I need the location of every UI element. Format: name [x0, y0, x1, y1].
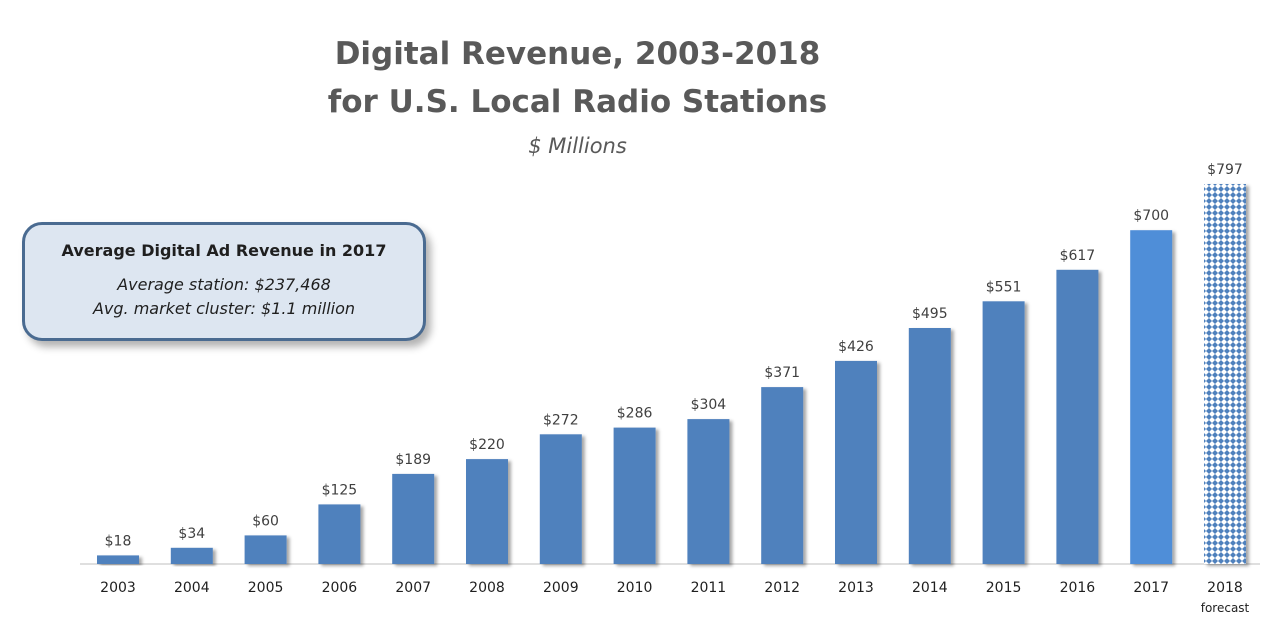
bar-2006	[318, 504, 361, 564]
callout-box: Average Digital Ad Revenue in 2017 Avera…	[22, 222, 426, 341]
value-label-2008: $220	[469, 437, 505, 453]
callout-average-station: Average station: $237,468	[117, 275, 331, 294]
value-label-2018: $797	[1207, 162, 1243, 178]
value-label-2017: $700	[1133, 208, 1169, 224]
category-sublabel-2018: forecast	[1201, 601, 1250, 615]
bar-2014	[908, 328, 951, 564]
bar-2005	[244, 535, 287, 564]
value-label-2006: $125	[322, 482, 358, 498]
category-label-2016: 2016	[1060, 580, 1096, 596]
bar-2011	[687, 419, 730, 564]
category-label-2018: 2018	[1207, 580, 1243, 596]
chart-title-line2: for U.S. Local Radio Stations	[327, 84, 828, 120]
bar-2010	[613, 427, 656, 564]
bar-2015	[982, 301, 1025, 564]
value-label-2016: $617	[1060, 248, 1096, 264]
value-label-2009: $272	[543, 412, 579, 428]
category-label-2017: 2017	[1133, 580, 1169, 596]
value-label-2014: $495	[912, 306, 948, 322]
chart-title: Digital Revenue, 2003-2018	[334, 36, 821, 72]
bar-2016	[1056, 269, 1099, 564]
value-label-2003: $18	[105, 533, 132, 549]
bar-2009	[539, 434, 582, 564]
bar-2003	[97, 555, 139, 564]
category-label-2015: 2015	[986, 580, 1022, 596]
category-label-2005: 2005	[248, 580, 284, 596]
category-label-2013: 2013	[838, 580, 874, 596]
bar-2013	[835, 360, 877, 564]
value-label-2015: $551	[986, 279, 1022, 295]
category-label-2010: 2010	[617, 580, 653, 596]
chart-title-block: Digital Revenue, 2003-2018 for U.S. Loca…	[0, 30, 1155, 164]
category-label-2003: 2003	[100, 580, 136, 596]
value-label-2010: $286	[617, 406, 653, 422]
category-label-2008: 2008	[469, 580, 505, 596]
value-label-2011: $304	[691, 397, 727, 413]
value-label-2013: $426	[838, 339, 874, 355]
bar-2018	[1204, 184, 1246, 564]
category-label-2014: 2014	[912, 580, 948, 596]
bar-2007	[392, 473, 435, 564]
value-label-2005: $60	[252, 513, 279, 529]
bar-2012	[761, 387, 804, 564]
value-label-2012: $371	[764, 365, 800, 381]
bar-2017	[1130, 230, 1173, 564]
callout-title: Average Digital Ad Revenue in 2017	[61, 241, 387, 260]
value-label-2007: $189	[395, 452, 431, 468]
category-label-2006: 2006	[322, 580, 358, 596]
chart-subtitle: $ Millions	[528, 134, 627, 158]
category-label-2012: 2012	[764, 580, 800, 596]
category-label-2011: 2011	[691, 580, 727, 596]
category-label-2009: 2009	[543, 580, 579, 596]
value-label-2004: $34	[178, 526, 205, 542]
category-label-2004: 2004	[174, 580, 210, 596]
bar-2008	[466, 459, 508, 564]
callout-market-cluster: Avg. market cluster: $1.1 million	[92, 299, 356, 318]
category-label-2007: 2007	[395, 580, 431, 596]
bar-2004	[170, 547, 213, 564]
